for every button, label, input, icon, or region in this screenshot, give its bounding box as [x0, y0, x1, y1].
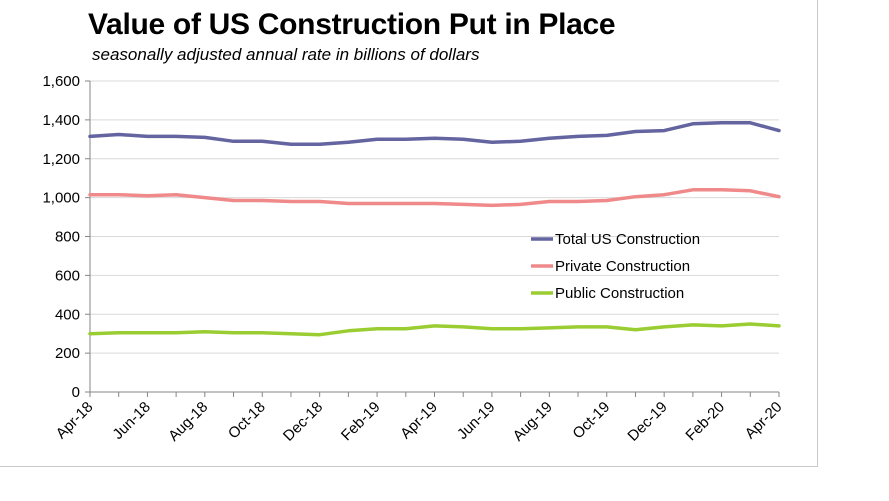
x-tick-label: Dec-19 — [624, 399, 670, 445]
series-line-3 — [88, 322, 781, 337]
y-tick-label: 0 — [72, 384, 80, 401]
x-tick-label: Apr-20 — [742, 399, 786, 443]
x-tick-label: Feb-20 — [682, 399, 728, 445]
x-tick-label: Dec-18 — [280, 399, 326, 445]
y-tick-label: 1,200 — [42, 151, 80, 168]
x-tick-label: Jun-19 — [454, 399, 498, 443]
y-tick-label: 1,400 — [42, 112, 80, 129]
y-tick-label: 1,000 — [42, 190, 80, 207]
x-tick-label: Apr-18 — [53, 399, 97, 443]
y-tick-label: 600 — [55, 267, 80, 284]
y-tick-label: 800 — [55, 229, 80, 246]
chart-subtitle: seasonally adjusted annual rate in billi… — [92, 45, 480, 64]
legend-label: Public Construction — [555, 285, 684, 302]
x-tick-label: Jun-18 — [109, 399, 153, 443]
gridlines — [90, 80, 779, 354]
x-axis-ticks: Apr-18 Jun-18 Aug-18 Oct-18 Dec-18 Feb-19 Apr-… — [53, 392, 786, 445]
y-tick-label: 200 — [55, 345, 80, 362]
legend: Total US Construction Private Constructio… — [531, 231, 700, 302]
y-tick-label: 400 — [55, 306, 80, 323]
y-axis-ticks: 0 200 400 600 800 1,000 1,200 1,400 1,600 — [42, 73, 90, 401]
chart-frame — [0, 0, 818, 467]
x-tick-label: Aug-18 — [165, 399, 211, 445]
y-tick-label: 1,600 — [42, 73, 80, 90]
x-tick-label: Feb-19 — [338, 399, 384, 445]
series-lines — [88, 121, 781, 337]
x-tick-label: Oct-18 — [225, 399, 269, 443]
series-line-2 — [88, 188, 781, 208]
series-line-1 — [88, 121, 781, 146]
legend-label: Total US Construction — [555, 231, 700, 248]
legend-label: Private Construction — [555, 258, 690, 275]
chart-title: Value of US Construction Put in Place — [88, 8, 616, 41]
x-tick-label: Aug-19 — [510, 399, 556, 445]
x-tick-label: Apr-19 — [397, 399, 441, 443]
x-tick-label: Oct-19 — [569, 399, 613, 443]
